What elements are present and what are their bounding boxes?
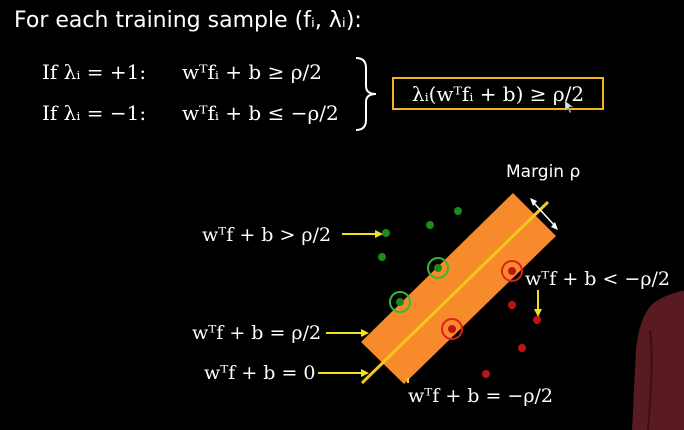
margin-arrowhead-top bbox=[530, 198, 537, 206]
arrowhead-decision-boundary bbox=[361, 369, 369, 377]
positive-point bbox=[378, 253, 386, 261]
margin-arrowhead-bottom bbox=[551, 222, 558, 230]
arrowhead-positive-boundary bbox=[361, 329, 369, 337]
condition-inequality-positive: wᵀfᵢ + b ≥ ρ/2 bbox=[182, 60, 322, 84]
label-positive-boundary: wᵀf + b = ρ/2 bbox=[192, 322, 322, 344]
positive-point bbox=[454, 207, 462, 215]
label-below-negative: wᵀf + b < −ρ/2 bbox=[525, 268, 671, 290]
positive-point bbox=[426, 221, 434, 229]
negative-support-point bbox=[448, 325, 456, 333]
margin-label: Margin ρ bbox=[506, 162, 581, 182]
negative-point bbox=[533, 316, 541, 324]
label-decision-boundary: wᵀf + b = 0 bbox=[204, 362, 316, 384]
right-brace-icon bbox=[355, 57, 377, 131]
positive-support-ring bbox=[427, 257, 449, 279]
positive-point bbox=[382, 229, 390, 237]
combined-constraint-box: λᵢ(wᵀfᵢ + b) ≥ ρ/2 bbox=[392, 77, 604, 110]
label-above-positive: wᵀf + b > ρ/2 bbox=[202, 224, 332, 246]
negative-point bbox=[518, 344, 526, 352]
negative-point bbox=[482, 370, 490, 378]
margin-arrow bbox=[532, 201, 556, 227]
positive-support-point bbox=[434, 264, 442, 272]
slide-title: For each training sample (fᵢ, λᵢ): bbox=[14, 8, 362, 33]
condition-inequality-negative: wᵀfᵢ + b ≤ −ρ/2 bbox=[182, 101, 339, 125]
presenter-figure bbox=[632, 290, 684, 430]
label-negative-boundary: wᵀf + b = −ρ/2 bbox=[408, 385, 554, 407]
negative-support-ring bbox=[441, 318, 463, 340]
mouse-cursor-icon bbox=[565, 101, 573, 113]
positive-support-ring bbox=[389, 291, 411, 313]
condition-case-positive: If λᵢ = +1: bbox=[42, 60, 147, 84]
condition-case-negative: If λᵢ = −1: bbox=[42, 101, 147, 125]
positive-support-point bbox=[396, 298, 404, 306]
negative-support-ring bbox=[501, 260, 523, 282]
arrowhead-above-positive bbox=[375, 230, 383, 238]
negative-support-point bbox=[508, 267, 516, 275]
decision-boundary-line bbox=[360, 200, 550, 385]
negative-point bbox=[508, 301, 516, 309]
arrowhead-below-negative bbox=[534, 309, 542, 317]
